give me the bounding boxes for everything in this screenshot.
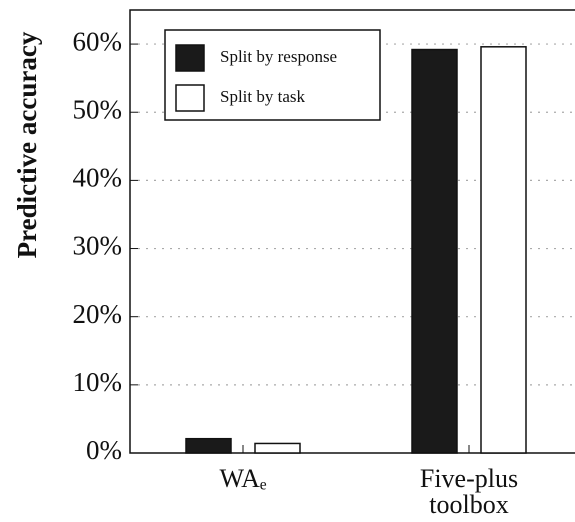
legend-label: Split by response <box>220 47 337 66</box>
bar <box>480 46 527 454</box>
legend-swatch <box>175 84 205 112</box>
y-tick-label: 40% <box>73 163 123 193</box>
y-tick-label: 0% <box>86 435 122 465</box>
x-tick-label: WAₑ <box>219 464 266 493</box>
y-axis-label: Predictive accuracy <box>12 31 42 258</box>
y-tick-label: 10% <box>73 367 123 397</box>
y-tick-label: 50% <box>73 94 123 124</box>
legend-label: Split by task <box>220 87 306 106</box>
plot-frame <box>129 9 575 454</box>
y-tick-label: 60% <box>73 26 123 56</box>
y-tick-label: 30% <box>73 231 123 261</box>
x-tick-label: Five-plus toolbox <box>420 464 518 519</box>
bar <box>411 48 458 454</box>
y-tick-label: 20% <box>73 299 123 329</box>
bar <box>185 437 232 454</box>
bar <box>254 442 301 454</box>
legend-swatch <box>175 44 205 72</box>
